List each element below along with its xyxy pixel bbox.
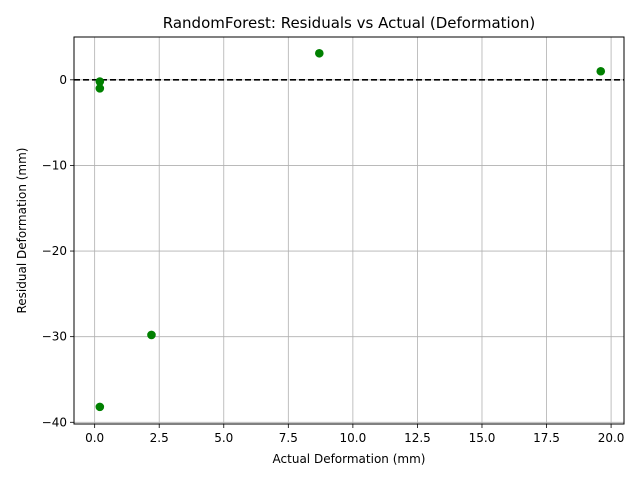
x-tick-label: 5.0	[214, 431, 233, 445]
x-ticks: 0.0 2.5 5.0 7.5 10.0 12.5 15.0 17.5 20.0	[85, 424, 624, 445]
y-tick-label: −30	[42, 330, 67, 344]
y-tick-label: −40	[42, 415, 67, 429]
x-tick-label: 7.5	[279, 431, 298, 445]
x-tick-label: 17.5	[533, 431, 560, 445]
data-point	[147, 330, 156, 340]
y-tick-label: 0	[59, 73, 67, 87]
x-tick-label: 2.5	[150, 431, 169, 445]
grid-layer	[74, 37, 624, 424]
plot-frame	[73, 36, 625, 425]
x-tick-label: 15.0	[469, 431, 496, 445]
y-tick-label: −20	[42, 244, 67, 258]
y-ticks: 0 −10 −20 −30 −40	[42, 73, 74, 429]
y-axis-label: Residual Deformation (mm)	[15, 148, 29, 314]
x-tick-label: 0.0	[85, 431, 104, 445]
x-tick-label: 20.0	[598, 431, 625, 445]
data-point	[95, 77, 105, 86]
chart-title: RandomForest: Residuals vs Actual (Defor…	[163, 14, 536, 32]
y-tick-label: −10	[42, 158, 67, 172]
data-point	[95, 84, 105, 93]
x-tick-label: 10.0	[340, 431, 367, 445]
data-point	[95, 402, 105, 412]
data-point	[315, 48, 324, 58]
data-point	[596, 66, 606, 76]
points-layer	[95, 48, 606, 412]
x-axis-label: Actual Deformation (mm)	[273, 452, 426, 466]
x-tick-label: 12.5	[404, 431, 431, 445]
